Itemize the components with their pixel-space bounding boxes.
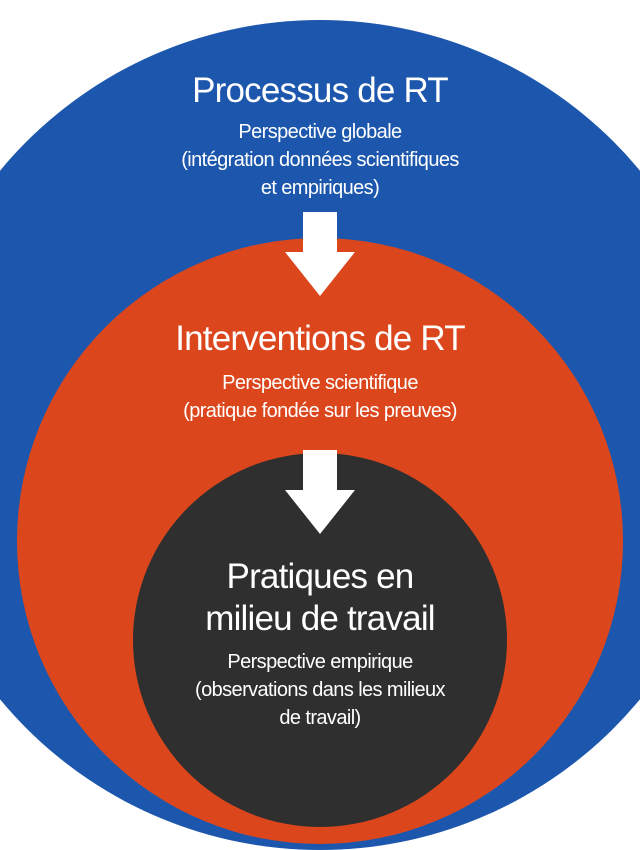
level-2-title: Interventions de RT <box>175 319 465 358</box>
level-3-subtitle: Perspective empirique (observations dans… <box>195 651 446 729</box>
arrow-shape <box>285 450 355 534</box>
level-3-title: Pratiques en milieu de travail <box>205 557 435 638</box>
level-1-title: Processus de RT <box>192 71 449 110</box>
level-2-subtitle: Perspective scientifique (pratique fondé… <box>183 372 457 422</box>
down-arrow-icon <box>285 212 355 296</box>
level-1-subtitle: Perspective globale (intégration données… <box>181 121 459 199</box>
down-arrow-icon <box>285 450 355 534</box>
arrow-shape <box>285 212 355 296</box>
